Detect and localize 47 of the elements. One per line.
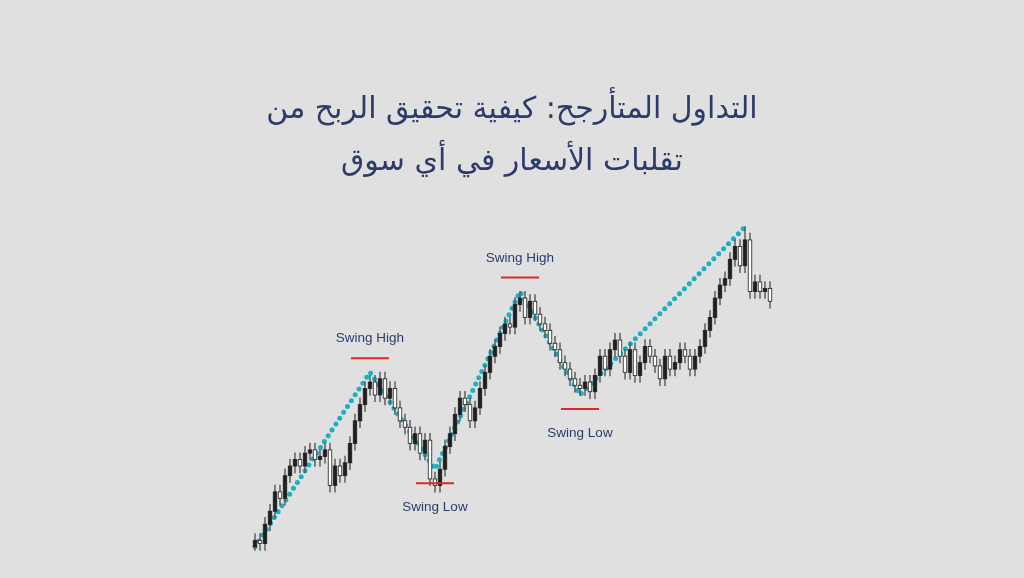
candlestick (567, 361, 573, 386)
candlestick (527, 294, 533, 325)
candlestick (602, 349, 608, 377)
candlestick (522, 290, 528, 325)
candlestick (607, 342, 613, 377)
candlestick (407, 420, 413, 451)
candlestick (692, 349, 698, 377)
candlestick (762, 281, 768, 299)
candlestick (297, 452, 303, 474)
candlestick (317, 449, 323, 467)
candlestick (497, 326, 503, 354)
candlestick (577, 378, 583, 396)
candlestick (757, 274, 763, 299)
candlestick (282, 468, 288, 506)
candlestick (677, 342, 683, 370)
candlestick (252, 533, 258, 551)
chart-title: التداول المتأرجح: كيفية تحقيق الربح من تقلبات الأسعار في أي سوق (265, 86, 759, 180)
annotation: Swing High (485, 249, 555, 265)
candlestick (627, 342, 633, 380)
annotation: Swing Low (402, 499, 468, 515)
candlestick (302, 445, 308, 474)
candlestick (467, 397, 473, 428)
annotation: Swing Low (547, 424, 613, 440)
candlestick (377, 371, 383, 403)
candlestick (532, 294, 538, 322)
candlestick (547, 323, 553, 351)
candlestick (417, 426, 423, 461)
candlestick (382, 371, 388, 406)
candlestick (572, 371, 578, 393)
candlestick (312, 442, 318, 467)
candlestick (667, 349, 673, 377)
candlestick (587, 374, 593, 399)
candlestick (337, 458, 343, 483)
candlestick (662, 349, 668, 386)
candlestick (412, 426, 418, 451)
annotation: Swing High (335, 330, 405, 346)
candlestick (767, 281, 773, 309)
candlestick (292, 452, 298, 474)
candlestick (557, 342, 563, 370)
candlestick (657, 358, 663, 386)
candlestick (687, 349, 693, 377)
candlestick (512, 297, 518, 335)
candlestick (582, 374, 588, 396)
candlestick (647, 339, 653, 364)
candlestick (387, 381, 393, 406)
candlestick (372, 374, 378, 403)
candlestick (737, 239, 743, 273)
